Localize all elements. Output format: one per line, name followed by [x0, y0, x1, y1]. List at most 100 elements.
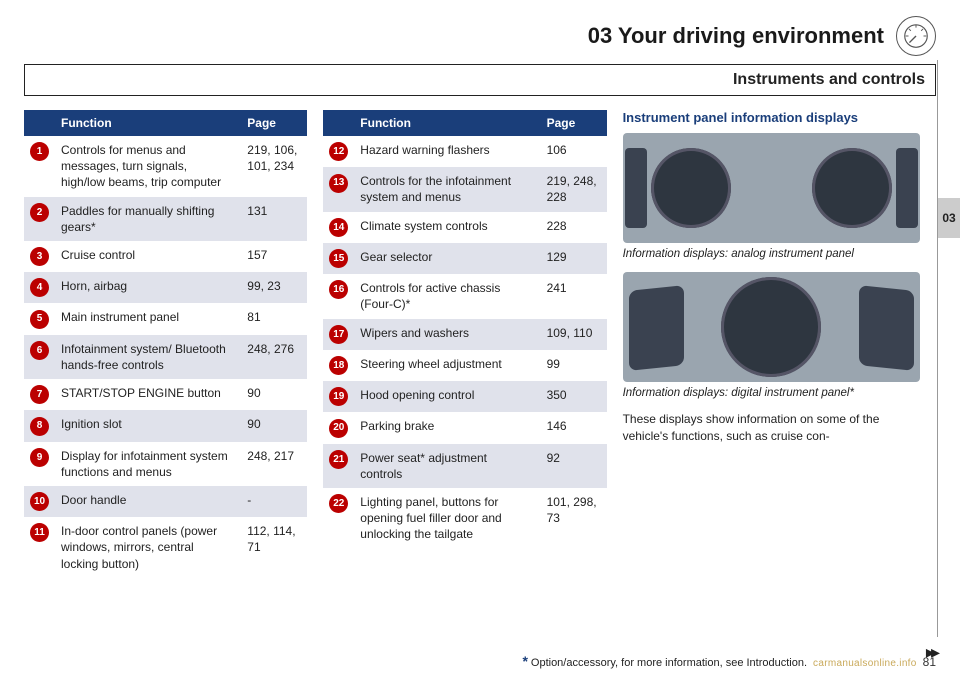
page-cell: 219, 106, 101, 234 — [239, 136, 307, 197]
row-number-badge: 12 — [329, 142, 348, 161]
function-cell: Lighting panel, buttons for opening fuel… — [352, 488, 538, 549]
column-1: Function Page 1Controls for menus and me… — [24, 110, 307, 578]
table-row: 14Climate system controls228 — [323, 212, 606, 243]
row-number-badge: 17 — [329, 325, 348, 344]
function-table-2: Function Page 12Hazard warning flashers1… — [323, 110, 606, 548]
row-number-badge: 4 — [30, 278, 49, 297]
row-number-badge: 14 — [329, 218, 348, 237]
function-cell: Infotainment system/ Bluetooth hands-fre… — [53, 335, 239, 379]
row-number-badge: 3 — [30, 247, 49, 266]
asterisk-icon: * — [522, 653, 527, 669]
page-cell: 101, 298, 73 — [539, 488, 607, 549]
row-number-badge: 2 — [30, 203, 49, 222]
th-page: Page — [239, 110, 307, 136]
row-number-badge: 13 — [329, 174, 348, 193]
function-cell: Door handle — [53, 486, 239, 517]
table-row: 16Controls for active chassis (Four-C)*2… — [323, 274, 606, 318]
page-cell: 241 — [539, 274, 607, 318]
row-number-badge: 22 — [329, 494, 348, 513]
page-cell: 219, 248, 228 — [539, 167, 607, 211]
table-row: 4Horn, airbag99, 23 — [24, 272, 307, 303]
table-row: 2Paddles for manually shifting gears*131 — [24, 197, 307, 241]
row-number-badge: 15 — [329, 249, 348, 268]
function-cell: Steering wheel adjustment — [352, 350, 538, 381]
function-cell: Ignition slot — [53, 410, 239, 441]
spine-divider — [937, 60, 938, 637]
table-row: 6Infotainment system/ Bluetooth hands-fr… — [24, 335, 307, 379]
page: 03 Your driving environment Instruments … — [0, 0, 960, 677]
section-title: Instruments and controls — [24, 64, 936, 96]
page-cell: 146 — [539, 412, 607, 443]
function-cell: Hood opening control — [352, 381, 538, 412]
page-cell: 131 — [239, 197, 307, 241]
page-cell: 99, 23 — [239, 272, 307, 303]
table-row: 19Hood opening control350 — [323, 381, 606, 412]
column-3: Instrument panel information displays G0… — [623, 110, 936, 444]
gauge-icon — [896, 16, 936, 56]
page-cell: 228 — [539, 212, 607, 243]
table-row: 5Main instrument panel81 — [24, 303, 307, 334]
table-row: 12Hazard warning flashers106 — [323, 136, 606, 167]
caption-1: Information displays: analog instrument … — [623, 247, 920, 262]
row-number-badge: 6 — [30, 341, 49, 360]
page-cell: 109, 110 — [539, 319, 607, 350]
page-cell: 248, 276 — [239, 335, 307, 379]
function-cell: START/STOP ENGINE button — [53, 379, 239, 410]
watermark-link: carmanualsonline.info — [813, 658, 917, 669]
analog-panel-image: G047079 — [623, 133, 920, 243]
page-cell: 92 — [539, 444, 607, 488]
table-row: 20Parking brake146 — [323, 412, 606, 443]
function-cell: Paddles for manually shifting gears* — [53, 197, 239, 241]
page-cell: 157 — [239, 241, 307, 272]
th-function: Function — [352, 110, 538, 136]
page-cell: 350 — [539, 381, 607, 412]
row-number-badge: 1 — [30, 142, 49, 161]
digital-panel-image: G048800 — [623, 272, 920, 382]
row-number-badge: 20 — [329, 419, 348, 438]
topbar: 03 Your driving environment — [24, 16, 936, 56]
page-cell: 112, 114, 71 — [239, 517, 307, 578]
function-cell: Gear selector — [352, 243, 538, 274]
column-2: Function Page 12Hazard warning flashers1… — [323, 110, 606, 548]
function-cell: Controls for active chassis (Four-C)* — [352, 274, 538, 318]
function-cell: Climate system controls — [352, 212, 538, 243]
page-cell: 90 — [239, 410, 307, 441]
table-row: 13Controls for the infotainment system a… — [323, 167, 606, 211]
function-cell: Hazard warning flashers — [352, 136, 538, 167]
page-cell: 81 — [239, 303, 307, 334]
table-row: 8Ignition slot90 — [24, 410, 307, 441]
function-cell: Display for infotainment system function… — [53, 442, 239, 486]
row-number-badge: 11 — [30, 523, 49, 542]
function-cell: Parking brake — [352, 412, 538, 443]
page-cell: 248, 217 — [239, 442, 307, 486]
table-row: 1Controls for menus and messages, turn s… — [24, 136, 307, 197]
function-cell: Main instrument panel — [53, 303, 239, 334]
table-row: 15Gear selector129 — [323, 243, 606, 274]
row-number-badge: 21 — [329, 450, 348, 469]
th-page: Page — [539, 110, 607, 136]
function-cell: Horn, airbag — [53, 272, 239, 303]
chapter-tab: 03 — [938, 198, 960, 238]
table-row: 18Steering wheel adjustment99 — [323, 350, 606, 381]
function-cell: Cruise control — [53, 241, 239, 272]
th-function: Function — [53, 110, 239, 136]
body-text: These displays show information on some … — [623, 411, 920, 445]
right-heading: Instrument panel information displays — [623, 110, 920, 125]
table-row: 22Lighting panel, buttons for opening fu… — [323, 488, 606, 549]
page-cell: 90 — [239, 379, 307, 410]
function-cell: Controls for the infotainment system and… — [352, 167, 538, 211]
page-cell: 106 — [539, 136, 607, 167]
page-number: 81 — [923, 655, 936, 669]
row-number-badge: 5 — [30, 310, 49, 329]
row-number-badge: 16 — [329, 280, 348, 299]
content: Function Page 1Controls for menus and me… — [24, 110, 936, 578]
footer-line: *Option/accessory, for more information,… — [24, 653, 936, 669]
table-row: 17Wipers and washers109, 110 — [323, 319, 606, 350]
page-cell: 99 — [539, 350, 607, 381]
function-cell: In-door control panels (power windows, m… — [53, 517, 239, 578]
function-cell: Power seat* adjustment controls — [352, 444, 538, 488]
row-number-badge: 19 — [329, 387, 348, 406]
function-cell: Wipers and washers — [352, 319, 538, 350]
chapter-title: 03 Your driving environment — [588, 23, 884, 49]
table-row: 9Display for infotainment system functio… — [24, 442, 307, 486]
